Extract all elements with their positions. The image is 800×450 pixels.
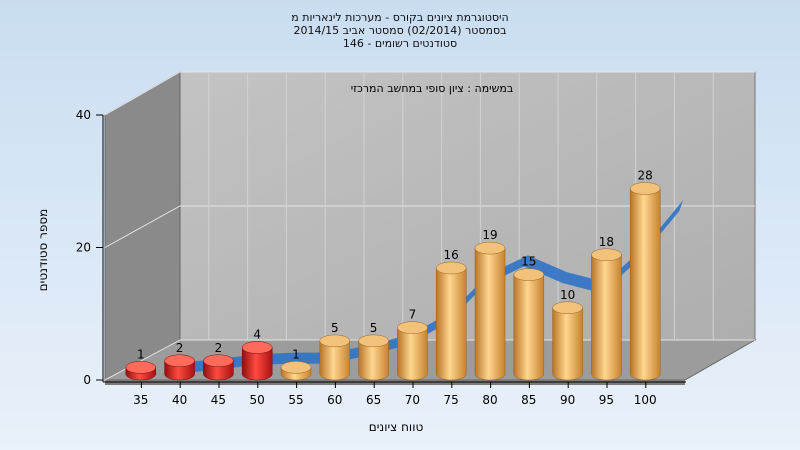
bar-top	[629, 182, 661, 195]
x-tick-label: 80	[482, 393, 497, 407]
bar-body	[397, 327, 428, 381]
data-label: 5	[370, 321, 378, 335]
data-label: 2	[215, 341, 223, 355]
x-tick-label: 75	[444, 393, 459, 407]
axes	[102, 115, 686, 383]
bar-top	[125, 361, 157, 374]
data-label: 10	[560, 288, 575, 302]
x-tick-label: 60	[327, 393, 342, 407]
y-tick-label: 20	[76, 241, 91, 255]
x-tick-label: 100	[634, 393, 657, 407]
side-wall	[104, 71, 181, 381]
trend-series	[174, 200, 684, 374]
x-tick-label: 50	[250, 393, 265, 407]
x-tick-label: 35	[133, 393, 148, 407]
bar	[397, 321, 428, 381]
y-axis-label: מספר סטודנטים	[36, 209, 50, 292]
bar-body	[591, 254, 622, 381]
bar	[358, 334, 389, 381]
trend-ribbon	[174, 200, 684, 374]
bar-body	[435, 267, 467, 381]
bar-body	[513, 274, 545, 381]
bar-top	[241, 341, 273, 354]
data-label: 16	[444, 248, 459, 262]
bar-top	[397, 321, 428, 334]
bar	[241, 341, 273, 381]
bar-top	[435, 261, 467, 275]
x-tick-label: 70	[405, 393, 420, 407]
bar-top	[513, 268, 545, 281]
bar	[591, 248, 622, 381]
data-label: 1	[137, 347, 145, 361]
chart-title-line-3: סטודנטים רשומים - 146	[342, 37, 458, 50]
bar-body	[319, 340, 351, 381]
x-tick-label: 55	[288, 393, 303, 407]
bar-body	[629, 188, 661, 381]
data-label: 19	[482, 228, 497, 242]
y-tick-label: 40	[76, 108, 91, 122]
y-tick-label: 0	[83, 373, 91, 387]
data-label: 15	[521, 255, 536, 269]
x-tick-label: 85	[521, 393, 536, 407]
bar	[280, 361, 312, 381]
bar-body	[358, 340, 389, 381]
bar	[513, 268, 545, 381]
data-label: 2	[176, 341, 184, 355]
bar	[319, 334, 351, 381]
x-tick-label: 95	[599, 393, 614, 407]
bar-body	[552, 307, 583, 381]
bar-top	[203, 354, 234, 367]
bar-top	[164, 354, 195, 367]
grid-line-y	[104, 71, 755, 116]
bar-top	[319, 334, 351, 348]
bars	[125, 182, 661, 381]
data-label: 18	[599, 235, 614, 249]
bar-top	[552, 301, 583, 314]
bar	[164, 354, 195, 381]
x-tick-label: 65	[366, 393, 381, 407]
bar-body	[474, 247, 506, 381]
x-tick-label: 40	[172, 393, 187, 407]
bar-top	[591, 248, 622, 261]
chart-subtitle: במשימה : ציון סופי במחשב המרכזי	[351, 82, 514, 95]
bar-top	[474, 241, 506, 255]
bar-top	[358, 334, 389, 348]
bar	[203, 354, 234, 381]
bar-body	[241, 347, 273, 381]
bar	[629, 182, 661, 381]
chart-title-line-2: בסמסטר (02/2014) סמסטר אביב 2014/15	[293, 24, 507, 37]
data-label: 4	[253, 328, 261, 342]
bar	[125, 361, 157, 381]
data-label: 7	[409, 308, 417, 322]
bar	[435, 261, 467, 381]
chart-title-line-1: היסטוגרמת ציונים בקורס - מערכות לינאריות…	[291, 11, 509, 24]
data-label: 1	[292, 347, 300, 361]
grid-line-y	[104, 205, 755, 248]
bar	[474, 241, 506, 381]
x-tick-label: 45	[211, 393, 226, 407]
bar	[552, 301, 583, 381]
x-tick-label: 90	[560, 393, 575, 407]
bar-top	[280, 361, 312, 374]
x-axis-label: טווח ציונים	[369, 420, 424, 434]
data-label: 28	[638, 169, 653, 183]
data-label: 5	[331, 321, 339, 335]
